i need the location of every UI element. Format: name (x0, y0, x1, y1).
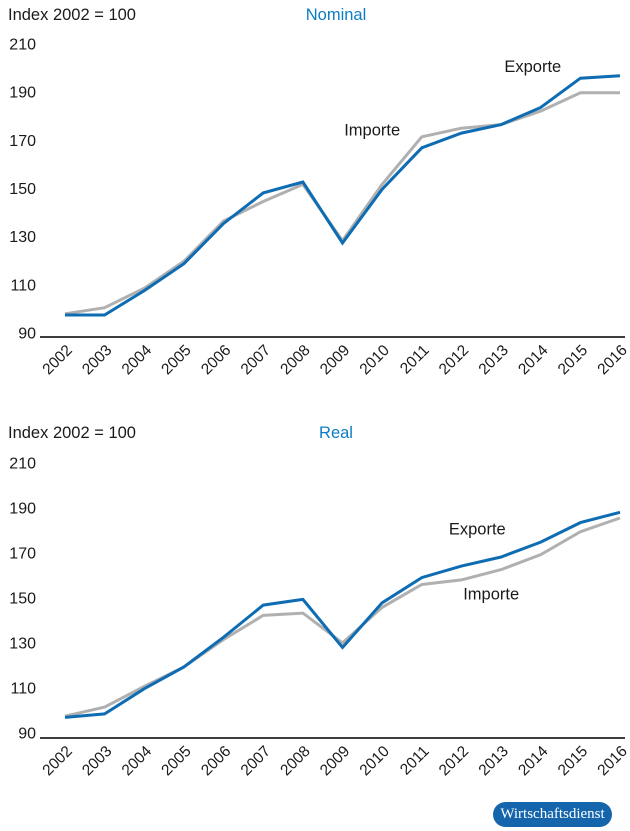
x-tick-label-2007: 2007 (238, 743, 274, 779)
x-tick-label-2005: 2005 (158, 743, 194, 779)
real-plot: 90 110 130 150 170 190 210 2002 2003 2004 2005 2006… (9, 456, 630, 780)
annotation-importe: Importe (344, 122, 400, 140)
x-tick-label-2009: 2009 (317, 342, 353, 378)
x-tick-label-2009: 2009 (317, 743, 353, 779)
chart-nominal: Index 2002 = 100 Nominal 90 110 130 150 170 1… (0, 0, 630, 400)
x-tick-label-2003: 2003 (79, 743, 115, 779)
x-tick-label-2016: 2016 (594, 743, 630, 779)
x-tick-label-2012: 2012 (436, 743, 472, 779)
y-tick-label-210: 210 (9, 456, 36, 473)
y-tick-label-90: 90 (18, 326, 36, 343)
annotation-exporte: Exporte (449, 520, 506, 538)
x-tick-label-2003: 2003 (79, 342, 115, 378)
x-tick-label-2007: 2007 (238, 342, 274, 378)
y-tick-label-90: 90 (18, 726, 36, 743)
series-line-exporte (65, 74, 621, 317)
chart-title-nominal: Nominal (305, 6, 367, 24)
index-label: Index 2002 = 100 (8, 424, 136, 442)
y-tick-label-130: 130 (9, 229, 36, 246)
x-tick-label-2005: 2005 (158, 342, 194, 378)
series-line-exporte (64, 510, 621, 719)
nominal-plot: 90 110 130 150 170 190 210 2002 2003 2004 2005 2006… (9, 37, 630, 379)
chart-title-real: Real (319, 424, 353, 442)
chart-real-header: Index 2002 = 100 Real (0, 424, 630, 446)
x-tick-label-2013: 2013 (476, 743, 512, 779)
x-tick-label-2004: 2004 (119, 743, 156, 780)
y-tick-label-190: 190 (9, 85, 36, 102)
x-tick-label-2010: 2010 (357, 743, 394, 780)
annotation-exporte: Exporte (504, 58, 561, 76)
x-tick-label-2011: 2011 (397, 342, 433, 378)
wirtschaftsdienst-badge: Wirtschaftsdienst (493, 802, 612, 827)
y-tick-label-130: 130 (9, 636, 36, 653)
annotation-importe: Importe (463, 586, 519, 604)
x-tick-label-2010: 2010 (357, 342, 394, 379)
x-tick-label-2014: 2014 (515, 743, 552, 780)
x-tick-label-2011: 2011 (397, 743, 433, 779)
x-tick-label-2006: 2006 (198, 342, 234, 378)
y-tick-label-210: 210 (9, 37, 36, 54)
x-tick-label-2015: 2015 (555, 743, 591, 779)
y-tick-label-170: 170 (9, 546, 36, 563)
x-tick-label-2008: 2008 (277, 342, 313, 378)
x-tick-label-2002: 2002 (39, 743, 75, 779)
x-tick-label-2004: 2004 (119, 342, 156, 379)
y-tick-label-170: 170 (9, 133, 36, 150)
x-tick-label-2002: 2002 (39, 342, 75, 378)
x-tick-label-2015: 2015 (555, 342, 591, 378)
y-tick-label-150: 150 (9, 181, 36, 198)
chart-real: Index 2002 = 100 Real 90 110 130 150 170 190 2… (0, 415, 630, 831)
x-tick-label-2014: 2014 (515, 342, 552, 379)
x-tick-label-2016: 2016 (594, 342, 630, 378)
series-line-importe (64, 91, 620, 316)
y-tick-label-110: 110 (10, 277, 36, 294)
x-tick-label-2012: 2012 (436, 342, 472, 378)
y-tick-label-150: 150 (9, 591, 36, 608)
y-tick-label-190: 190 (9, 501, 36, 518)
index-label: Index 2002 = 100 (8, 6, 136, 24)
x-tick-label-2006: 2006 (198, 743, 234, 779)
x-tick-label-2008: 2008 (277, 743, 313, 779)
x-tick-label-2013: 2013 (476, 342, 512, 378)
y-tick-label-110: 110 (10, 681, 36, 698)
chart-nominal-header: Index 2002 = 100 Nominal (0, 6, 630, 28)
